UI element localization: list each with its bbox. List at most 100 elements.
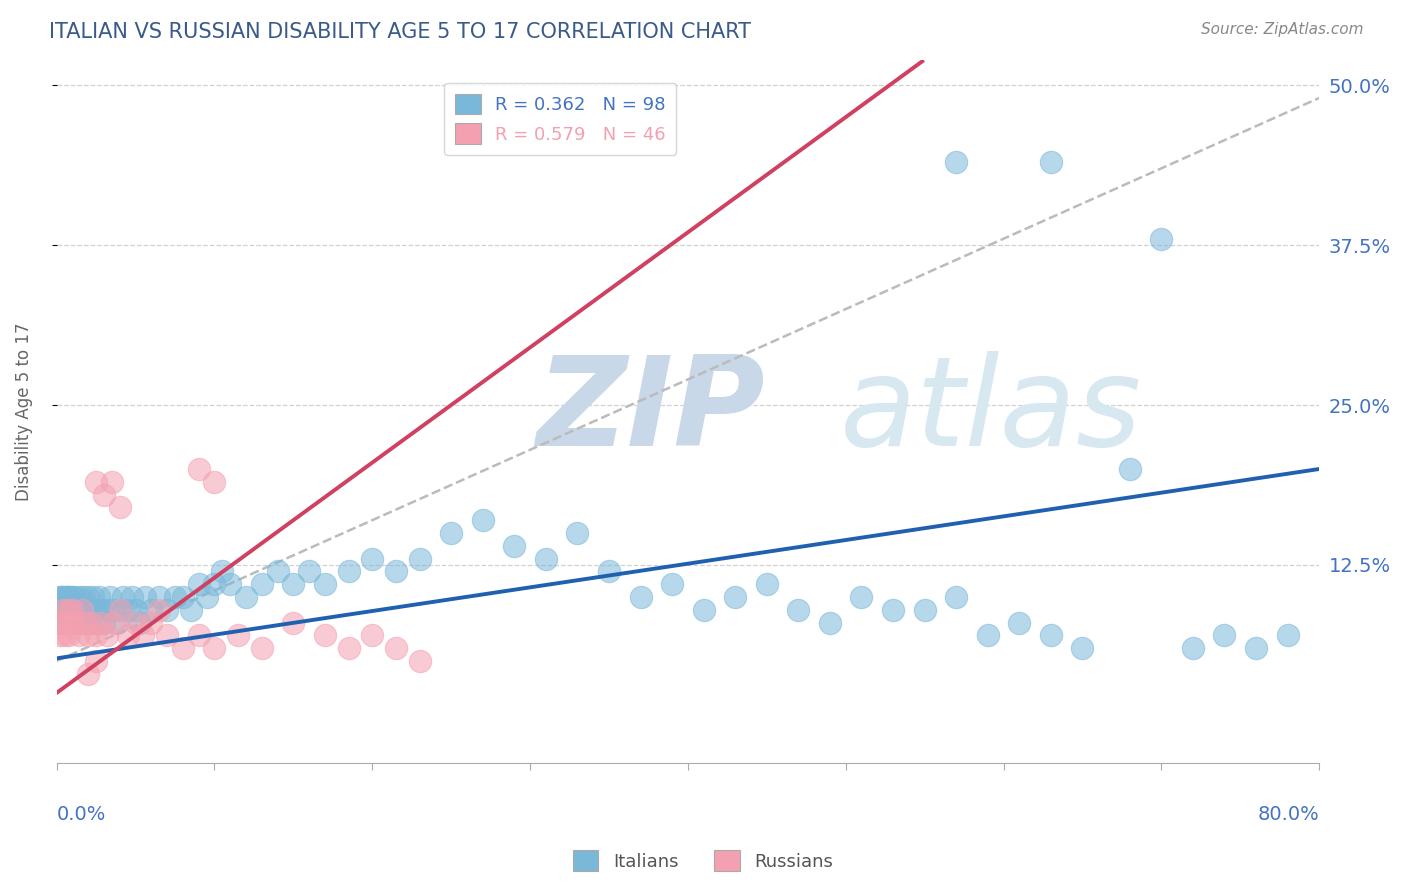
Point <box>219 577 242 591</box>
Point <box>1071 641 1094 656</box>
Point <box>156 628 179 642</box>
Point <box>66 603 89 617</box>
Point <box>51 615 73 630</box>
Point <box>567 526 589 541</box>
Point <box>77 666 100 681</box>
Point <box>471 513 494 527</box>
Point <box>440 526 463 541</box>
Point <box>108 603 131 617</box>
Text: Source: ZipAtlas.com: Source: ZipAtlas.com <box>1201 22 1364 37</box>
Point <box>56 603 79 617</box>
Legend: R = 0.362   N = 98, R = 0.579   N = 46: R = 0.362 N = 98, R = 0.579 N = 46 <box>444 83 676 155</box>
Text: 80.0%: 80.0% <box>1257 805 1319 824</box>
Point <box>59 615 82 630</box>
Point <box>250 577 273 591</box>
Point <box>141 615 163 630</box>
Point <box>235 590 257 604</box>
Point <box>534 551 557 566</box>
Point <box>77 628 100 642</box>
Point <box>851 590 873 604</box>
Point <box>124 615 146 630</box>
Point <box>1008 615 1031 630</box>
Point <box>53 615 76 630</box>
Point <box>73 603 96 617</box>
Point <box>1150 232 1173 246</box>
Point <box>58 603 80 617</box>
Point <box>314 628 336 642</box>
Point <box>80 615 103 630</box>
Point <box>55 590 77 604</box>
Point <box>211 565 233 579</box>
Point <box>93 615 115 630</box>
Point <box>187 577 209 591</box>
Point <box>1119 462 1142 476</box>
Point <box>60 590 83 604</box>
Point <box>124 603 146 617</box>
Point <box>204 475 226 489</box>
Point <box>72 590 94 604</box>
Point <box>60 603 83 617</box>
Point <box>89 590 111 604</box>
Point <box>187 462 209 476</box>
Point <box>96 628 118 642</box>
Point <box>49 628 72 642</box>
Point <box>103 603 125 617</box>
Point <box>80 615 103 630</box>
Point <box>56 615 79 630</box>
Point <box>84 475 107 489</box>
Point <box>117 603 139 617</box>
Point <box>1181 641 1204 656</box>
Point <box>58 590 80 604</box>
Point <box>65 615 87 630</box>
Point <box>172 641 194 656</box>
Point <box>70 603 93 617</box>
Point <box>76 615 98 630</box>
Point <box>945 155 967 169</box>
Point <box>180 603 202 617</box>
Point <box>187 628 209 642</box>
Point <box>70 615 93 630</box>
Point <box>84 654 107 668</box>
Point <box>59 615 82 630</box>
Point <box>108 603 131 617</box>
Point <box>408 654 430 668</box>
Point <box>132 628 155 642</box>
Point <box>55 615 77 630</box>
Point <box>60 603 83 617</box>
Point <box>59 603 82 617</box>
Legend: Italians, Russians: Italians, Russians <box>565 843 841 879</box>
Point <box>105 615 128 630</box>
Point <box>337 641 360 656</box>
Point <box>103 615 125 630</box>
Text: 0.0%: 0.0% <box>56 805 105 824</box>
Point <box>882 603 904 617</box>
Point <box>163 590 186 604</box>
Point <box>101 475 124 489</box>
Point <box>1213 628 1236 642</box>
Point <box>53 628 76 642</box>
Point <box>121 590 143 604</box>
Point <box>52 590 75 604</box>
Point <box>51 590 73 604</box>
Point <box>83 603 105 617</box>
Point <box>385 641 408 656</box>
Point <box>787 603 810 617</box>
Point <box>86 603 108 617</box>
Point <box>77 590 100 604</box>
Point <box>84 628 107 642</box>
Point <box>53 603 76 617</box>
Point <box>661 577 683 591</box>
Point <box>283 577 305 591</box>
Point <box>65 615 87 630</box>
Point <box>46 603 69 617</box>
Point <box>46 615 69 630</box>
Point <box>52 603 75 617</box>
Point <box>298 565 321 579</box>
Point <box>51 615 73 630</box>
Point <box>148 603 170 617</box>
Point <box>204 641 226 656</box>
Point <box>361 628 384 642</box>
Point <box>408 551 430 566</box>
Point <box>79 603 101 617</box>
Point <box>82 590 104 604</box>
